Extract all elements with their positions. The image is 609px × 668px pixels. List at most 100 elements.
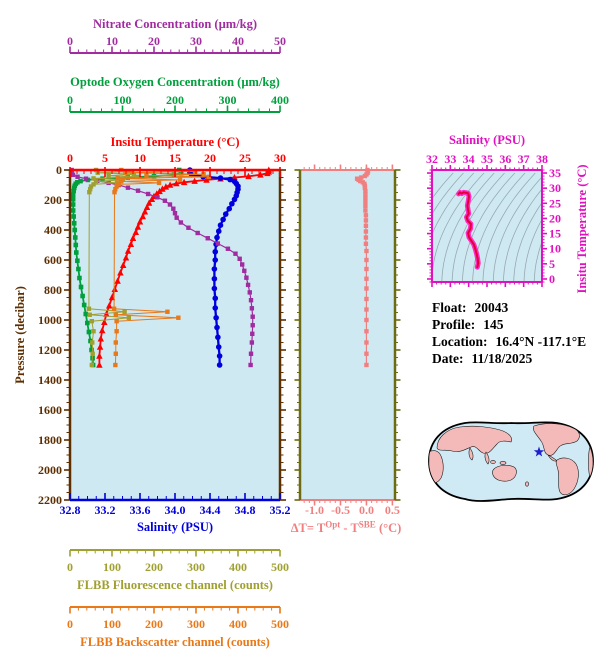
pressure-tick-label: 1200 (38, 343, 62, 357)
ts-temperature-axis-title: Insitu Temperature (°C) (575, 164, 589, 293)
nitrate-axis-title: Nitrate Concentration (µm/kg) (93, 17, 257, 31)
fluorescence-tick-label: 500 (271, 560, 289, 574)
nitrate-tick-label: 30 (190, 34, 202, 48)
pressure-tick-label: 200 (44, 193, 62, 207)
fluorescence-tick-label: 0 (67, 560, 73, 574)
pressure-tick-label: 0 (56, 163, 62, 177)
backscatter-axis-title: FLBB Backscatter channel (counts) (80, 635, 270, 649)
ts_salinity-tick-label: 35 (481, 152, 493, 166)
ts-temperature-tick-label: 0 (549, 272, 555, 286)
ts_salinity-tick-label: 32 (426, 152, 438, 166)
oxygen-tick-label: 0 (67, 93, 73, 107)
fluorescence-tick-label: 200 (145, 560, 163, 574)
pressure-tick-label: 1600 (38, 403, 62, 417)
salinity-tick-label: 33.2 (95, 503, 116, 517)
ts_salinity-tick-label: 36 (499, 152, 511, 166)
float-location-star (533, 446, 545, 457)
series-FLBB Fluorescence channel (counts) (86, 167, 140, 368)
pressure-axis-title: Pressure (decibar) (13, 286, 27, 384)
profile-curves (69, 166, 273, 368)
main-plot-frame: 0 5 10 15 20 25 30 32.8 33.2 33.6 34.0 34.4 34.8 35.2… (38, 151, 291, 517)
isopycnal-contours (432, 172, 542, 282)
delta-t-curve (354, 167, 371, 368)
fluorescence-tick-label: 100 (103, 560, 121, 574)
oxygen-axis-title: Optode Oxygen Concentration (µm/kg) (70, 75, 280, 89)
backscatter-tick-label: 500 (271, 617, 289, 631)
fluorescence-axis-title: FLBB Fluorescence channel (counts) (77, 578, 273, 592)
backscatter-tick-label: 400 (229, 617, 247, 631)
salinity-axis-title: Salinity (PSU) (137, 520, 213, 534)
float-info: Float: 20043 Profile: 145 Location: 16.4°N … (432, 300, 586, 366)
landmass-australia (492, 464, 517, 482)
ts_salinity-tick-label: 37 (518, 152, 530, 166)
salinity-tick-label: 34.4 (200, 503, 221, 517)
ts_salinity-tick-label: 34 (463, 152, 475, 166)
oxygen-axis: 0 100 200 300 400 (67, 93, 289, 113)
landmass-borneo (490, 460, 496, 464)
temperature-tick-label: 25 (239, 151, 251, 165)
pressure-tick-label: 400 (44, 223, 62, 237)
salinity-tick-label: 34.8 (235, 503, 256, 517)
float-id-row: Float: 20043 (432, 300, 509, 315)
salinity-tick-label: 34.0 (165, 503, 186, 517)
fluorescence-axis: 0 100 200 300 400 500 (67, 549, 289, 574)
delta_t-tick-label: -0.5 (331, 503, 350, 517)
temperature-axis-title: Insitu Temperature (°C) (110, 135, 239, 149)
series-ΔT profile (354, 167, 371, 368)
ts-temperature-tick-label: 15 (549, 227, 561, 241)
temperature-tick-label: 10 (134, 151, 146, 165)
landmass-south-america (555, 457, 579, 496)
nitrate-tick-label: 40 (232, 34, 244, 48)
oxygen-tick-label: 100 (114, 93, 132, 107)
backscatter-axis: 0 100 200 300 400 500 (67, 606, 289, 631)
location-row: Location: 16.4°N -117.1°E (432, 334, 586, 349)
pressure-tick-label: 800 (44, 283, 62, 297)
oxygen-tick-label: 300 (219, 93, 237, 107)
date-row: Date: 11/18/2025 (432, 351, 532, 366)
ts-temperature-tick-label: 10 (549, 242, 561, 256)
nitrate-tick-label: 10 (106, 34, 118, 48)
oxygen-tick-label: 400 (271, 93, 289, 107)
pressure-tick-label: 1800 (38, 433, 62, 447)
landmass-new-zealand (525, 481, 529, 487)
temperature-tick-label: 20 (204, 151, 216, 165)
ts-temperature-tick-label: 35 (549, 166, 561, 180)
series-Salinity (PSU) (187, 167, 241, 368)
temperature-tick-label: 0 (67, 151, 73, 165)
profile-row: Profile: 145 (432, 317, 504, 332)
nitrate-tick-label: 50 (274, 34, 286, 48)
pressure-tick-label: 1400 (38, 373, 62, 387)
world-map (428, 421, 594, 502)
salinity-tick-label: 35.2 (270, 503, 291, 517)
delta-t-plot-frame: -1.0 -0.5 0.0 0.5 (294, 164, 401, 517)
series-FLBB Backscatter channel (counts) (111, 167, 211, 368)
oxygen-tick-label: 200 (166, 93, 184, 107)
salinity-tick-label: 32.8 (60, 503, 81, 517)
temperature-tick-label: 15 (169, 151, 181, 165)
landmass-africa-west (429, 450, 444, 484)
ts-salinity-axis-title: Salinity (PSU) (449, 133, 525, 147)
ts-temperature-tick-label: 5 (549, 257, 555, 271)
ts_salinity-tick-label: 38 (536, 152, 548, 166)
salinity-tick-label: 33.6 (130, 503, 151, 517)
ts-curve (456, 189, 481, 270)
landmass-indochina (484, 451, 490, 465)
main-plot-area (70, 170, 280, 500)
nitrate-axis: 0 10 20 30 40 50 (67, 34, 286, 54)
delta_t-tick-label: 0.5 (385, 503, 400, 517)
ts-temperature-tick-label: 20 (549, 211, 561, 225)
ts-temperature-tick-label: 25 (549, 196, 561, 210)
temperature-tick-label: 5 (102, 151, 108, 165)
fluorescence-tick-label: 400 (229, 560, 247, 574)
backscatter-tick-label: 300 (187, 617, 205, 631)
ts-temperature-tick-label: 30 (549, 181, 561, 195)
pressure-tick-label: 600 (44, 253, 62, 267)
delta_t-tick-label: 0.0 (359, 503, 374, 517)
backscatter-tick-label: 200 (145, 617, 163, 631)
landmass-eurasia (436, 425, 512, 454)
pressure-tick-label: 2200 (38, 493, 62, 507)
temperature-tick-label: 30 (274, 151, 286, 165)
